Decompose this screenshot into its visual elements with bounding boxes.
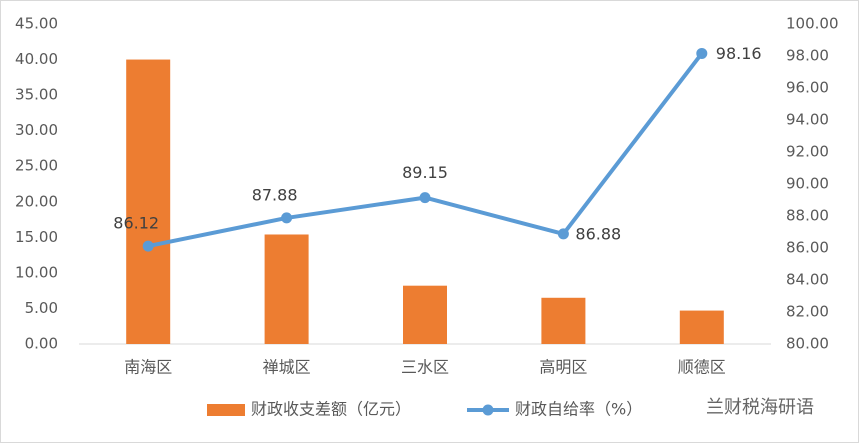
data-label: 87.88	[252, 185, 298, 204]
y-tick-label: 25.00	[15, 157, 58, 175]
x-tick-label: 三水区	[401, 358, 449, 377]
y-tick-label: 45.00	[15, 15, 58, 33]
legend-swatch	[482, 404, 494, 416]
line-point	[281, 212, 293, 224]
y-tick-label: 0.00	[25, 335, 58, 353]
data-label: 86.88	[575, 224, 621, 243]
y2-tick-label: 82.00	[786, 303, 829, 321]
legend-swatch	[207, 404, 245, 416]
data-label: 98.16	[716, 44, 762, 63]
x-tick-label: 高明区	[539, 358, 587, 377]
y-tick-label: 35.00	[15, 86, 58, 104]
y-tick-label: 20.00	[15, 192, 58, 210]
data-label: 86.12	[113, 214, 159, 233]
x-tick-label: 禅城区	[263, 358, 311, 377]
y-tick-label: 10.00	[15, 263, 58, 281]
line-point	[142, 240, 154, 252]
bar	[264, 234, 309, 344]
x-tick-label: 南海区	[124, 358, 172, 377]
y2-tick-label: 80.00	[786, 335, 829, 353]
line-point	[557, 228, 569, 240]
y-tick-label: 40.00	[15, 50, 58, 68]
data-label: 89.15	[402, 163, 448, 182]
y2-tick-label: 92.00	[786, 143, 829, 161]
legend-label: 财政收支差额（亿元）	[251, 400, 411, 419]
bar	[541, 297, 586, 344]
y2-tick-label: 94.00	[786, 111, 829, 129]
line-point	[419, 192, 431, 204]
y2-tick-label: 88.00	[786, 207, 829, 225]
y2-tick-label: 98.00	[786, 47, 829, 65]
bar	[403, 285, 447, 344]
bar	[679, 310, 724, 344]
y2-tick-label: 86.00	[786, 239, 829, 257]
y2-tick-label: 84.00	[786, 271, 829, 289]
y-tick-label: 30.00	[15, 121, 58, 139]
legend-label: 财政自给率（%）	[515, 400, 642, 419]
bar	[126, 59, 171, 345]
y2-tick-label: 96.00	[786, 79, 829, 97]
y2-tick-label: 90.00	[786, 175, 829, 193]
y2-tick-label: 100.00	[786, 15, 839, 33]
y-tick-label: 5.00	[25, 299, 58, 317]
line-point	[696, 47, 708, 59]
y-tick-label: 15.00	[15, 228, 58, 246]
x-tick-label: 顺德区	[678, 358, 726, 377]
watermark: 兰财税海研语	[706, 397, 814, 418]
